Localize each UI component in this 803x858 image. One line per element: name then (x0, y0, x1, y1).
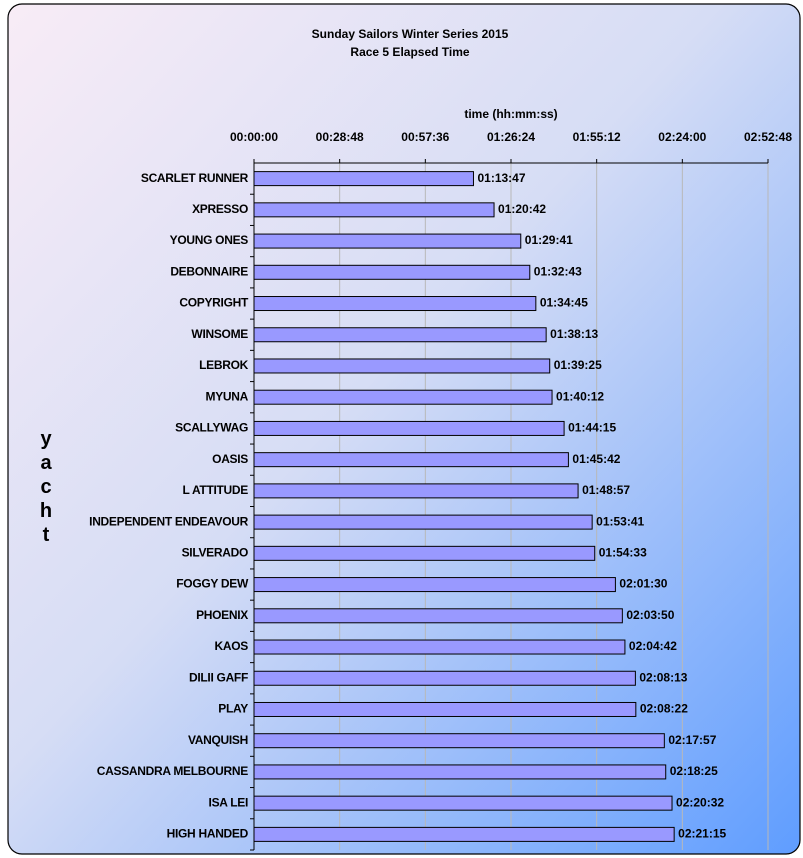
bar (253, 327, 547, 343)
y-tick-label: SCALLYWAG (175, 421, 248, 435)
data-label: 02:17:57 (668, 733, 716, 747)
data-label: 02:01:30 (619, 577, 667, 591)
data-label: 02:18:25 (670, 764, 718, 778)
y-tick-label: PLAY (218, 702, 248, 716)
y-tick-label: KAOS (215, 639, 249, 653)
y-tick-label: DILII GAFF (189, 670, 248, 684)
y-tick-label: YOUNG ONES (170, 233, 249, 247)
bar (253, 202, 495, 218)
bar (253, 545, 596, 561)
data-label: 01:48:57 (582, 483, 630, 497)
chart-title: Sunday Sailors Winter Series 2015 (312, 27, 509, 41)
y-axis-title: yacht (35, 428, 57, 548)
x-tick-label: 00:57:36 (401, 130, 449, 144)
chart-subtitle: Race 5 Elapsed Time (350, 45, 470, 59)
data-label: 01:20:42 (498, 202, 546, 216)
bar (253, 452, 569, 468)
x-tick-label: 00:00:00 (230, 130, 278, 144)
data-label: 01:13:47 (477, 171, 525, 185)
bar (253, 420, 565, 436)
data-label: 01:38:13 (550, 327, 598, 341)
data-label: 01:34:45 (540, 296, 588, 310)
data-label: 02:04:42 (629, 639, 677, 653)
y-tick-label: LEBROK (199, 358, 249, 372)
bar (253, 826, 675, 842)
data-label: 01:39:25 (554, 358, 602, 372)
bar (253, 639, 626, 655)
bar (253, 233, 522, 249)
bar (253, 795, 673, 811)
x-tick-label: 01:55:12 (573, 130, 621, 144)
data-label: 01:44:15 (568, 421, 616, 435)
y-tick-label: SCARLET RUNNER (141, 171, 249, 185)
bar (253, 514, 593, 530)
bar (253, 483, 579, 499)
y-tick-label: ISA LEI (209, 795, 248, 809)
data-label: 02:08:22 (640, 702, 688, 716)
data-label: 01:54:33 (599, 546, 647, 560)
bar (253, 701, 637, 717)
x-axis-title: time (hh:mm:ss) (464, 107, 557, 121)
bar (253, 670, 636, 686)
y-tick-label: L ATTITUDE (183, 483, 249, 497)
y-tick-label: HIGH HANDED (167, 827, 249, 841)
data-label: 02:21:15 (678, 827, 726, 841)
x-tick-label: 00:28:48 (316, 130, 364, 144)
data-label: 01:40:12 (556, 389, 604, 403)
x-tick-label: 01:26:24 (487, 130, 535, 144)
y-tick-label: MYUNA (206, 389, 249, 403)
data-label: 02:03:50 (626, 608, 674, 622)
x-tick-label: 02:52:48 (744, 130, 792, 144)
data-label: 01:29:41 (525, 233, 573, 247)
y-tick-label: SILVERADO (182, 546, 248, 560)
bar (253, 764, 667, 780)
data-label: 01:45:42 (572, 452, 620, 466)
bar (253, 296, 537, 312)
bar (253, 264, 531, 280)
y-tick-label: OASIS (212, 452, 248, 466)
bar (253, 733, 665, 749)
y-tick-label: DEBONNAIRE (170, 264, 248, 278)
y-tick-label: CASSANDRA MELBOURNE (97, 764, 248, 778)
y-tick-label: VANQUISH (188, 733, 248, 747)
y-tick-label: PHOENIX (196, 608, 248, 622)
data-label: 02:08:13 (639, 670, 687, 684)
data-label: 01:32:43 (534, 264, 582, 278)
y-tick-label: COPYRIGHT (179, 296, 249, 310)
bar (253, 171, 474, 187)
y-tick-label: WINSOME (191, 327, 248, 341)
x-tick-label: 02:24:00 (658, 130, 706, 144)
bar (253, 358, 551, 374)
bar (253, 389, 553, 405)
data-label: 01:53:41 (596, 514, 644, 528)
bar (253, 608, 623, 624)
data-label: 02:20:32 (676, 795, 724, 809)
y-tick-label: FOGGY DEW (176, 577, 249, 591)
bar (253, 577, 616, 593)
y-tick-label: XPRESSO (192, 202, 248, 216)
y-tick-label: INDEPENDENT ENDEAVOUR (89, 514, 248, 528)
